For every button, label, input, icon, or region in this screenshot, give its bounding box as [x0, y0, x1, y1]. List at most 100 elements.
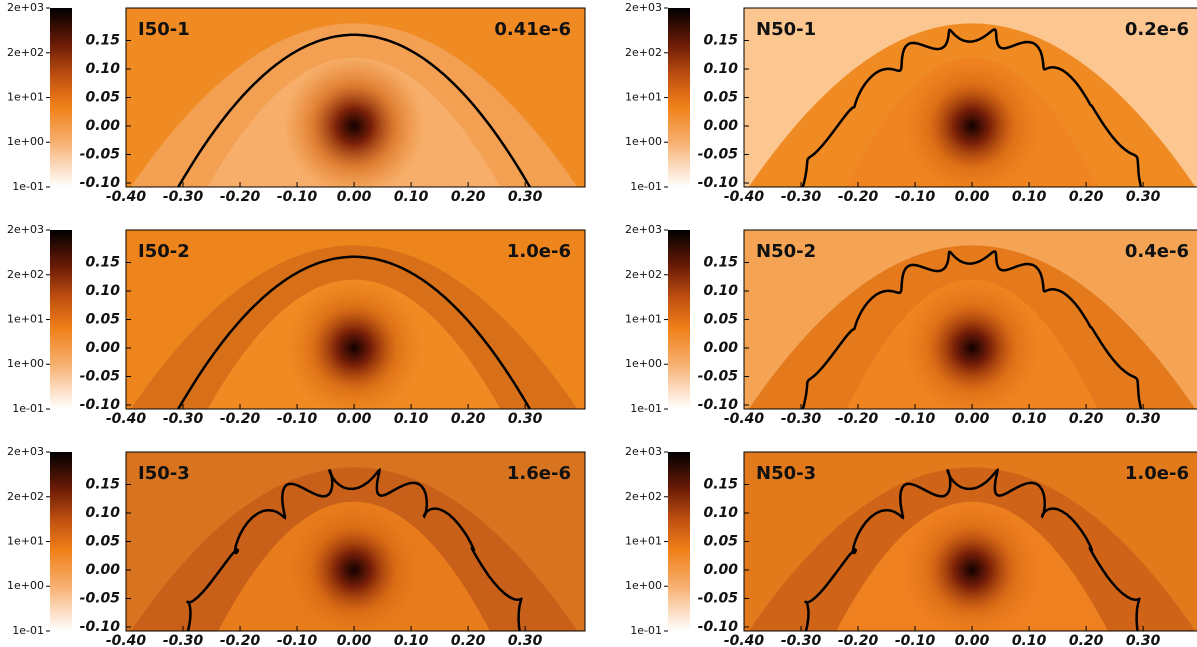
x-tick-label: 0.30	[1126, 411, 1161, 427]
colorbar-tick-label: 2e+03	[625, 445, 662, 458]
x-tick-label: 0.00	[955, 189, 990, 205]
x-tick-label: -0.20	[838, 411, 879, 427]
colorbar-tick-label: 2e+03	[625, 223, 662, 236]
y-tick-label: 0.10	[703, 283, 738, 299]
contour	[176, 255, 532, 409]
panel-label: I50-2	[138, 241, 190, 262]
x-tick-label: 0.20	[451, 189, 486, 205]
colorbar-tick-label: 1e+01	[7, 313, 44, 326]
colorbar-tick-label: 1e-01	[12, 180, 44, 193]
colorbar-tick-label: 2e+02	[625, 490, 662, 503]
panel-label: N50-3	[756, 463, 816, 484]
core	[902, 56, 1043, 187]
y-tick-label: -0.05	[698, 591, 739, 607]
x-tick-label: -0.20	[838, 633, 879, 647]
core	[284, 56, 425, 187]
x-tick-label: 0.20	[1069, 633, 1104, 647]
panel-label: I50-1	[138, 19, 190, 40]
y-tick-label: 0.00	[703, 340, 738, 356]
y-tick-label: 0.05	[703, 312, 738, 328]
colorbar-tick-label: 2e+02	[7, 490, 44, 503]
y-tick-label: -0.10	[80, 397, 121, 413]
x-tick-label: 0.20	[451, 411, 486, 427]
colorbar-tick-label: 1e+01	[625, 91, 662, 104]
density-map	[126, 8, 585, 187]
x-tick-label: -0.20	[838, 189, 879, 205]
colorbar-tick-label: 1e+00	[7, 579, 44, 592]
panel: N50-1 0.2e-6 -0.40 -0.30 -0.20 -0.10 0.00 0.10 0…	[625, 1, 1197, 205]
density-map	[744, 8, 1197, 187]
x-tick-label: 0.10	[1012, 633, 1047, 647]
y-tick-label: 0.00	[703, 562, 738, 578]
x-tick-label: 0.00	[955, 633, 990, 647]
time-label: 0.41e-6	[494, 19, 571, 40]
x-tick-label: 0.10	[394, 633, 429, 647]
contour	[801, 250, 1143, 409]
y-tick-label: -0.05	[80, 147, 121, 163]
x-tick-label: 0.10	[1012, 411, 1047, 427]
x-tick-label: -0.40	[106, 189, 147, 205]
colorbar-tick-label: 1e+01	[7, 535, 44, 548]
colorbar-tick-label: 2e+02	[7, 268, 44, 281]
x-tick-label: -0.40	[106, 411, 147, 427]
y-tick-label: -0.10	[80, 175, 121, 191]
x-tick-label: -0.30	[781, 633, 822, 647]
colorbar	[668, 452, 690, 631]
y-tick-label: 0.05	[85, 90, 120, 106]
colorbar	[668, 230, 690, 409]
x-tick-label: 0.30	[1126, 189, 1161, 205]
x-tick-label: 0.00	[337, 189, 372, 205]
time-label: 0.4e-6	[1125, 241, 1189, 262]
colorbar	[668, 8, 690, 187]
x-tick-label: -0.20	[220, 411, 261, 427]
colorbar-tick-label: 1e-01	[630, 180, 662, 193]
y-tick-label: 0.10	[85, 283, 120, 299]
x-tick-label: -0.30	[163, 633, 204, 647]
contour	[803, 467, 1141, 631]
colorbar-tick-label: 2e+03	[625, 1, 662, 14]
y-tick-label: 0.05	[703, 90, 738, 106]
y-tick-label: 0.05	[703, 534, 738, 550]
core	[284, 278, 425, 409]
colorbar	[50, 452, 72, 631]
panel-label: I50-3	[138, 463, 190, 484]
x-tick-label: 0.10	[1012, 189, 1047, 205]
panel: I50-3 1.6e-6 -0.40 -0.30 -0.20 -0.10 0.00 0.10 0…	[7, 445, 586, 647]
x-tick-label: -0.10	[895, 411, 936, 427]
x-tick-label: 0.30	[508, 189, 543, 205]
colorbar-tick-label: 1e-01	[630, 624, 662, 637]
y-tick-label: 0.05	[85, 534, 120, 550]
panel-label: N50-1	[756, 19, 816, 40]
y-tick-label: -0.10	[698, 175, 739, 191]
x-tick-label: -0.30	[163, 189, 204, 205]
colorbar-tick-label: 2e+03	[7, 1, 44, 14]
y-tick-label: 0.00	[85, 118, 120, 134]
colorbar-tick-label: 1e-01	[12, 624, 44, 637]
density-map	[744, 452, 1197, 631]
density-map	[126, 230, 585, 409]
core	[902, 500, 1043, 631]
x-tick-label: 0.00	[337, 411, 372, 427]
x-tick-label: -0.10	[277, 411, 318, 427]
x-tick-label: -0.30	[163, 411, 204, 427]
y-tick-label: 0.00	[85, 340, 120, 356]
y-tick-label: 0.15	[703, 476, 738, 492]
x-tick-label: -0.40	[106, 633, 147, 647]
y-tick-label: 0.10	[85, 505, 120, 521]
y-tick-label: 0.00	[85, 562, 120, 578]
y-tick-label: 0.05	[85, 312, 120, 328]
x-tick-label: -0.30	[781, 411, 822, 427]
y-tick-label: -0.05	[80, 591, 121, 607]
colorbar-tick-label: 1e+01	[625, 313, 662, 326]
colorbar-tick-label: 1e+00	[625, 357, 662, 370]
x-tick-label: 0.00	[337, 633, 372, 647]
x-tick-label: 0.00	[955, 411, 990, 427]
colorbar-tick-label: 1e-01	[630, 402, 662, 415]
y-tick-label: -0.05	[698, 147, 739, 163]
colorbar-tick-label: 1e+00	[625, 579, 662, 592]
y-tick-label: 0.00	[703, 118, 738, 134]
contour	[801, 28, 1143, 187]
y-tick-label: 0.15	[85, 32, 120, 48]
time-label: 0.2e-6	[1125, 19, 1189, 40]
